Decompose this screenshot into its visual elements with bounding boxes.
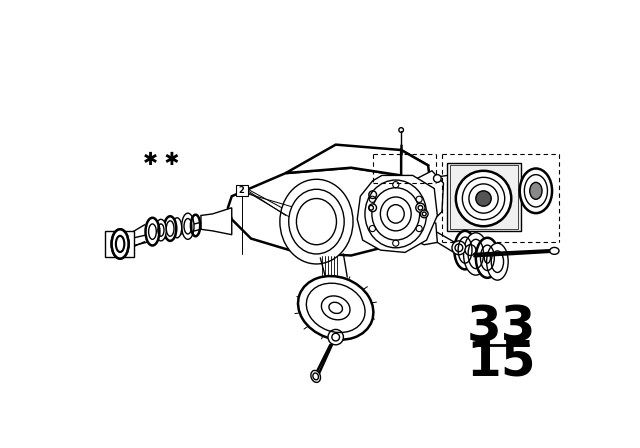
Polygon shape [401, 171, 444, 227]
Ellipse shape [372, 188, 420, 240]
Ellipse shape [172, 218, 182, 238]
Ellipse shape [550, 247, 559, 254]
Ellipse shape [380, 197, 411, 231]
Polygon shape [394, 150, 432, 245]
Polygon shape [105, 231, 134, 257]
Polygon shape [413, 220, 437, 245]
Ellipse shape [156, 220, 166, 241]
Text: 33: 33 [467, 303, 536, 351]
Ellipse shape [111, 229, 129, 258]
Ellipse shape [164, 216, 176, 241]
Circle shape [452, 241, 466, 255]
Ellipse shape [456, 171, 511, 226]
Polygon shape [357, 176, 437, 252]
Ellipse shape [463, 233, 488, 275]
Ellipse shape [454, 231, 476, 269]
Ellipse shape [476, 238, 499, 278]
Text: ✱ ✱: ✱ ✱ [143, 151, 180, 169]
Ellipse shape [476, 191, 492, 206]
Ellipse shape [462, 177, 505, 220]
Ellipse shape [329, 302, 342, 314]
Ellipse shape [298, 276, 373, 340]
Ellipse shape [280, 179, 353, 264]
Bar [447, 163, 520, 231]
Text: 15: 15 [467, 338, 536, 386]
Circle shape [328, 329, 344, 345]
Ellipse shape [365, 180, 427, 248]
Polygon shape [285, 145, 428, 189]
Circle shape [332, 333, 340, 341]
Polygon shape [228, 168, 413, 255]
Ellipse shape [387, 205, 404, 223]
Polygon shape [201, 208, 232, 235]
Circle shape [420, 210, 428, 218]
Ellipse shape [486, 243, 508, 280]
Circle shape [416, 203, 425, 212]
Bar [450, 165, 518, 228]
Ellipse shape [520, 168, 552, 213]
Ellipse shape [182, 213, 194, 239]
Ellipse shape [289, 189, 344, 254]
Text: 2: 2 [239, 186, 244, 195]
Circle shape [369, 204, 376, 211]
Ellipse shape [145, 218, 159, 246]
Circle shape [433, 175, 441, 182]
Ellipse shape [111, 229, 129, 258]
Ellipse shape [530, 182, 542, 199]
Bar [236, 185, 248, 196]
Circle shape [465, 245, 476, 255]
Ellipse shape [311, 370, 321, 383]
